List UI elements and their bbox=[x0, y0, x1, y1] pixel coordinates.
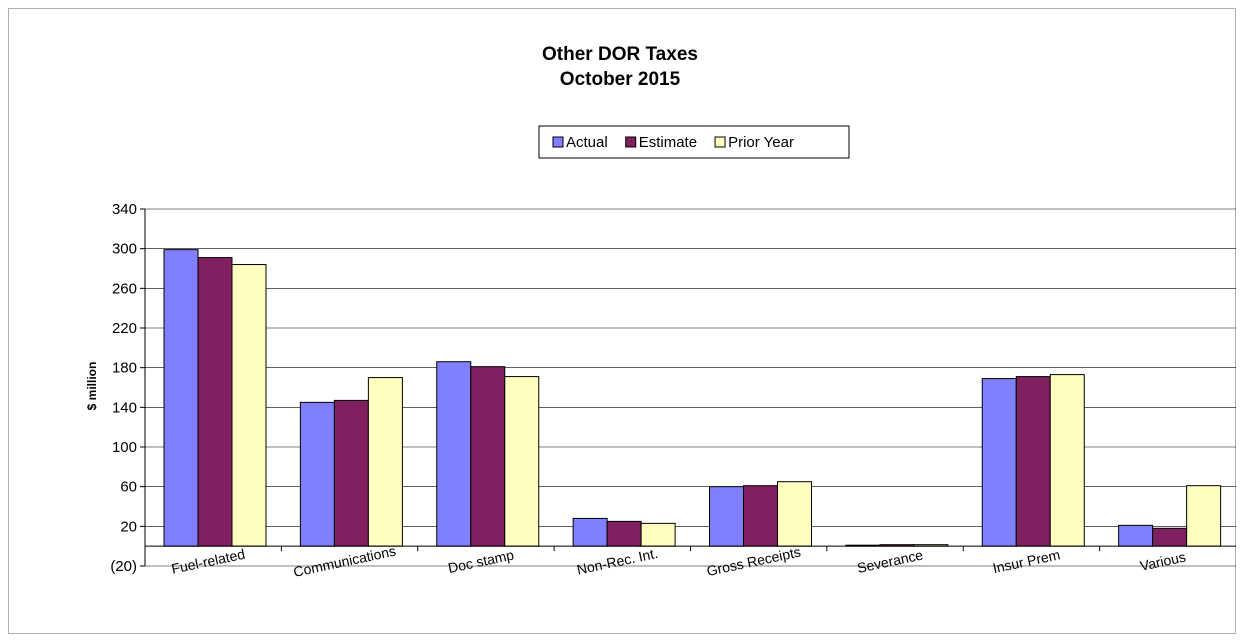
x-category-label: Various bbox=[1138, 549, 1187, 574]
bar-estimate bbox=[1015, 376, 1051, 547]
bar-prior-year bbox=[1049, 374, 1085, 547]
bar-prior-year bbox=[504, 376, 540, 547]
legend: Actual Estimate Prior Year bbox=[538, 125, 850, 159]
bar-chart: Other DOR Taxes October 2015 Actual Estim… bbox=[85, 44, 1236, 580]
y-tick-label: 260 bbox=[112, 280, 137, 297]
y-tick-label: 300 bbox=[112, 241, 137, 258]
x-category-label: Doc stamp bbox=[447, 546, 516, 576]
x-category-label: Severance bbox=[856, 546, 925, 576]
y-tick-label: 340 bbox=[112, 201, 137, 218]
x-category-label: Insur Prem bbox=[991, 546, 1061, 576]
y-tick-label: (20) bbox=[110, 558, 137, 575]
y-tick-label: 60 bbox=[120, 479, 137, 496]
bar-prior-year bbox=[640, 522, 676, 547]
bar-prior-year bbox=[1186, 485, 1222, 547]
bar-actual bbox=[709, 486, 744, 547]
y-tick-label: 20 bbox=[120, 518, 137, 535]
bar-estimate bbox=[606, 520, 642, 547]
legend-swatch bbox=[625, 136, 637, 148]
bar-estimate bbox=[1152, 527, 1188, 547]
bar-actual bbox=[572, 517, 608, 547]
x-category-label: Gross Receipts bbox=[705, 544, 802, 580]
legend-label: Estimate bbox=[639, 134, 697, 151]
legend-label: Prior Year bbox=[728, 134, 794, 151]
legend-swatch bbox=[714, 136, 726, 148]
bar-actual bbox=[299, 401, 335, 547]
x-axis: Fuel-related Communications Doc stamp Non-R… bbox=[144, 543, 1236, 580]
legend-label: Actual bbox=[566, 134, 608, 151]
chart-frame: Other DOR Taxes October 2015 Actual Estim… bbox=[8, 8, 1236, 634]
bar-actual bbox=[981, 378, 1017, 547]
bar-prior-year bbox=[777, 481, 812, 547]
y-tick-label: 140 bbox=[112, 399, 137, 416]
bar-estimate bbox=[197, 257, 233, 547]
bar-actual bbox=[163, 249, 199, 547]
x-category-label: Non-Rec. Int. bbox=[575, 545, 659, 578]
chart-title-line-1: Other DOR Taxes bbox=[542, 44, 698, 65]
y-axis: (20) 20 60 100 140 180 220 260 300 340 bbox=[110, 201, 146, 575]
bars bbox=[163, 249, 1222, 547]
bar-estimate bbox=[470, 366, 506, 547]
bar-estimate bbox=[743, 485, 778, 547]
legend-box bbox=[538, 125, 850, 159]
legend-swatch bbox=[552, 136, 564, 148]
bar-actual bbox=[1118, 524, 1154, 547]
x-category-label: Communications bbox=[292, 543, 397, 580]
y-tick-label: 220 bbox=[112, 320, 137, 337]
bar-estimate bbox=[333, 399, 369, 547]
bar-prior-year bbox=[231, 264, 267, 547]
bar-prior-year bbox=[367, 377, 403, 547]
y-tick-label: 100 bbox=[112, 439, 137, 456]
chart-title-line-2: October 2015 bbox=[560, 69, 681, 90]
y-axis-label: $ million bbox=[85, 362, 99, 411]
bar-actual bbox=[436, 361, 472, 547]
x-category-label: Fuel-related bbox=[170, 546, 246, 577]
y-tick-label: 180 bbox=[112, 360, 137, 377]
